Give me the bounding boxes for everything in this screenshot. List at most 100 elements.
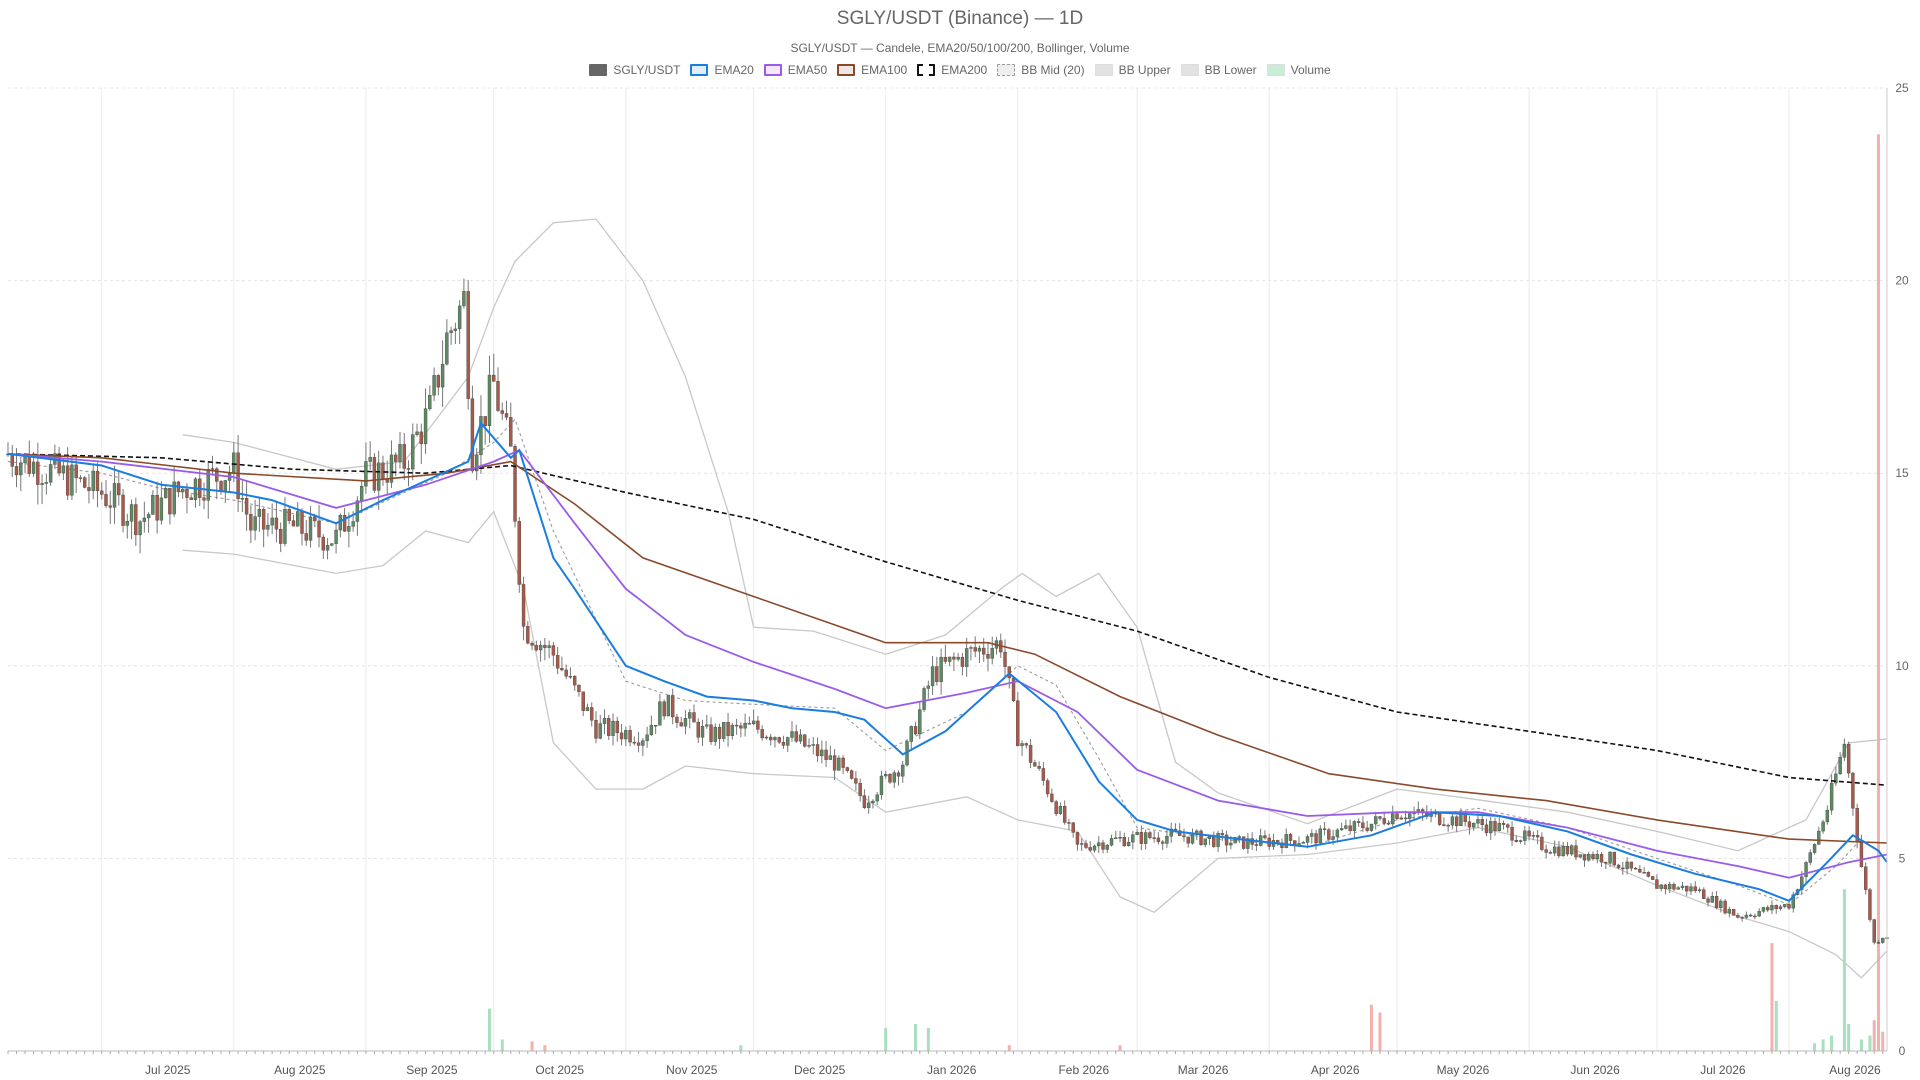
candle-body	[679, 722, 683, 727]
candle-body	[794, 731, 798, 742]
volume-bar	[884, 1027, 888, 1051]
bb-upper-line	[182, 218, 1888, 852]
candle-body	[1518, 840, 1523, 842]
candle-body	[956, 656, 960, 660]
candle-body	[1169, 828, 1173, 837]
candle-body	[10, 454, 14, 467]
legend-item[interactable]: BB Lower	[1180, 63, 1257, 77]
candle-body	[798, 734, 803, 742]
candle-body	[564, 669, 568, 677]
legend-item[interactable]: BB Upper	[1094, 63, 1171, 77]
volume-bar	[926, 1027, 930, 1051]
legend-item[interactable]: EMA50	[763, 63, 827, 77]
y-tick-label: 5	[1899, 851, 1906, 865]
candle-body	[705, 724, 709, 727]
candle-body	[990, 648, 994, 659]
x-tick-label: Apr 2026	[1311, 1063, 1360, 1077]
x-tick-label: Mar 2026	[1178, 1063, 1229, 1077]
candle-body	[1557, 846, 1561, 857]
candle-body	[1881, 937, 1885, 943]
candle-body	[457, 305, 462, 330]
x-tick-label: Feb 2026	[1058, 1063, 1109, 1077]
candle-body	[973, 647, 977, 652]
candle-body	[811, 744, 815, 746]
candle-body	[155, 494, 159, 521]
candle-body	[1570, 845, 1574, 855]
legend-item[interactable]: SGLY/USDT	[589, 63, 680, 77]
candle-body	[48, 464, 53, 483]
candle-body	[1493, 821, 1497, 831]
candle-body	[44, 482, 49, 484]
candle-body	[1126, 841, 1131, 847]
candle-body	[1361, 822, 1365, 829]
candle-body	[858, 783, 862, 796]
candle-body	[760, 729, 764, 739]
volume-bar	[914, 1024, 918, 1051]
candle-body	[1731, 909, 1736, 916]
x-tick-label: Sep 2025	[406, 1063, 458, 1077]
candle-body	[734, 724, 739, 727]
candle-body	[453, 328, 458, 331]
candle-body	[1791, 894, 1795, 909]
candle-body	[1348, 825, 1352, 831]
candle-body	[662, 701, 666, 717]
chart-title: SGLY/USDT (Binance) — 1D	[836, 8, 1084, 29]
bollinger-bands	[7, 218, 1888, 979]
candle-body	[866, 802, 871, 808]
candle-body	[1467, 821, 1472, 828]
candle-body	[1314, 833, 1318, 844]
candle-body	[104, 494, 108, 506]
candle-body	[807, 745, 811, 747]
candle-body	[325, 545, 330, 551]
candle-body	[598, 723, 602, 739]
candle-body	[1395, 813, 1399, 819]
volume-bar	[1859, 1039, 1863, 1051]
candle-body	[828, 755, 833, 760]
candle-body	[1365, 827, 1369, 831]
candle-body	[1506, 824, 1510, 828]
legend-item[interactable]: BB Mid (20)	[997, 63, 1085, 77]
candle-body	[504, 413, 509, 418]
candle-body	[1659, 884, 1663, 889]
candle-body	[1331, 836, 1335, 840]
candle-body	[240, 498, 245, 500]
candle-body	[1148, 832, 1152, 838]
candle-body	[773, 737, 777, 741]
candle-body	[466, 291, 470, 399]
candle-body	[666, 695, 671, 717]
candle-body	[619, 732, 624, 740]
candle-body	[577, 684, 581, 693]
candle-body	[922, 688, 926, 710]
candle-body	[1092, 845, 1097, 851]
candle-body	[653, 724, 658, 727]
candle-body	[1203, 838, 1207, 845]
candle-body	[1476, 819, 1480, 824]
candle-body	[879, 775, 884, 795]
candle-body	[764, 736, 769, 739]
candle-body	[977, 647, 982, 652]
candle-body	[1288, 834, 1293, 841]
candle-body	[645, 734, 649, 741]
candle-body	[1808, 852, 1812, 863]
volume-bar	[1868, 1035, 1872, 1051]
candle-body	[1335, 829, 1340, 837]
ema200-line	[7, 453, 1888, 786]
legend-item[interactable]: EMA200	[917, 63, 987, 77]
candle-body	[1178, 830, 1182, 836]
candle-body	[777, 737, 781, 743]
candle-body	[274, 517, 279, 530]
candle-body	[244, 498, 249, 515]
candle-body	[334, 529, 338, 544]
candle-body	[1322, 828, 1327, 831]
candle-body	[1190, 833, 1195, 844]
volume-bar	[1881, 1031, 1885, 1051]
volume-bar	[543, 1045, 547, 1051]
candle-body	[1804, 862, 1808, 877]
candle-body	[1437, 812, 1442, 825]
candle-body	[768, 736, 773, 741]
legend-label: EMA200	[941, 63, 988, 77]
legend-item[interactable]: Volume	[1266, 63, 1331, 77]
candle-body	[1028, 744, 1033, 763]
legend-item[interactable]: EMA100	[837, 63, 907, 77]
legend-item[interactable]: EMA20	[690, 63, 754, 77]
